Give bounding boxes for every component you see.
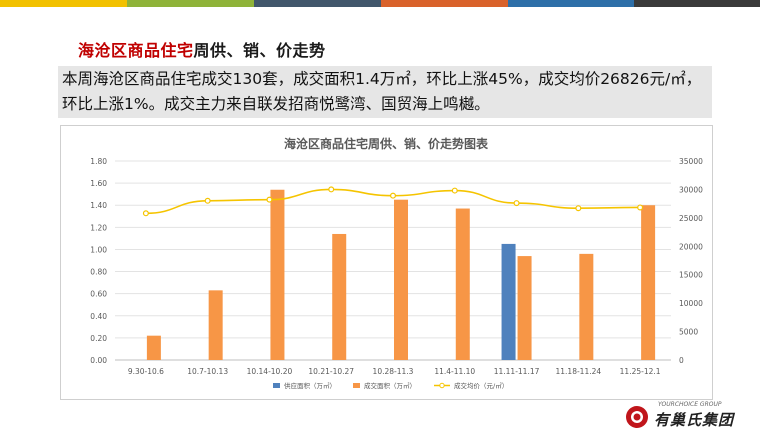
right-axis-tick-label: 30000 <box>679 185 703 194</box>
stripe-segment <box>0 0 127 7</box>
price-point <box>513 200 520 207</box>
x-axis-tick-label: 11.25-12.1 <box>620 367 661 376</box>
legend-swatch-marker <box>439 382 445 389</box>
stripe-segment <box>381 0 508 7</box>
price-point <box>328 186 335 193</box>
bar-sold-area <box>455 208 470 360</box>
summary-text: 本周海沧区商品住宅成交130套，成交面积1.4万㎡，环比上涨45%，成交均价26… <box>58 66 712 118</box>
legend-swatch <box>273 383 280 388</box>
stripe-segment <box>634 0 760 7</box>
page-title: 海沧区商品住宅周供、销、价走势 <box>78 37 326 61</box>
price-point <box>575 205 582 212</box>
logo-name: 有巢氏集团 <box>654 411 735 429</box>
right-axis-tick-label: 25000 <box>679 214 703 223</box>
bar-supply-area <box>501 243 516 360</box>
price-point <box>266 196 273 203</box>
price-point <box>204 197 211 204</box>
bar-sold-area <box>394 199 408 360</box>
page-title-rest: 周供、销、价走势 <box>193 41 326 60</box>
chart-container: 海沧区商品住宅周供、销、价走势图表 0.00 0.20 0.40 0.60 0.80 1.… <box>60 125 713 400</box>
right-axis-tick-label: 15000 <box>679 271 703 280</box>
x-axis-labels: 9.30-10.6 10.7-10.13 10.14-10.20 10.21-10.2… <box>128 367 661 376</box>
left-axis-tick-label: 1.80 <box>90 157 107 166</box>
x-axis-tick-label: 11.18-11.24 <box>556 367 602 376</box>
logo-subtitle: YOURCHOICE GROUP <box>658 401 722 408</box>
page-title-highlight: 海沧区商品住宅 <box>78 41 194 60</box>
left-axis-tick-label: 0.40 <box>90 312 107 321</box>
left-axis-tick-label: 1.40 <box>90 201 107 210</box>
left-axis-tick-label: 1.60 <box>90 179 107 188</box>
bar-sold-area <box>641 205 656 360</box>
legend-label: 成交面积（万㎡） <box>364 381 416 390</box>
x-axis-tick-label: 10.28-11.3 <box>373 367 414 376</box>
right-axis-tick-label: 35000 <box>679 157 703 166</box>
stripe-segment <box>127 0 254 7</box>
legend-label: 供应面积（万㎡） <box>284 381 336 390</box>
x-axis-tick-label: 10.7-10.13 <box>187 367 228 376</box>
chart-bars <box>146 189 656 360</box>
stripe-segment <box>254 0 381 7</box>
logo-mark-icon <box>626 406 648 428</box>
left-axis-tick-label: 0.60 <box>90 290 107 299</box>
left-axis-tick-label: 1.20 <box>90 223 107 232</box>
legend-swatch <box>353 383 360 388</box>
left-axis-tick-label: 1.00 <box>90 245 107 254</box>
x-axis-tick-label: 10.14-10.20 <box>247 367 293 376</box>
right-axis-tick-label: 0 <box>679 356 684 365</box>
price-point <box>390 192 397 199</box>
chart-title: 海沧区商品住宅周供、销、价走势图表 <box>284 136 489 151</box>
left-axis-tick-label: 0.20 <box>90 334 107 343</box>
stripe-segment <box>508 0 634 7</box>
x-axis-tick-label: 10.21-10.27 <box>308 367 354 376</box>
left-axis-ticks: 0.00 0.20 0.40 0.60 0.80 1.00 1.20 1.40 1.60 1.80 <box>90 157 107 365</box>
chart-price-line <box>142 186 644 217</box>
price-point <box>637 204 644 211</box>
right-axis-tick-label: 10000 <box>679 299 703 308</box>
x-axis-tick-label: 11.4-11.10 <box>434 367 475 376</box>
top-color-stripe <box>0 0 760 7</box>
left-axis-tick-label: 0.80 <box>90 268 107 277</box>
x-axis-tick-label: 9.30-10.6 <box>128 367 164 376</box>
left-axis-tick-label: 0.00 <box>90 356 107 365</box>
price-point <box>451 187 458 194</box>
right-axis-tick-label: 5000 <box>679 328 698 337</box>
bar-sold-area <box>579 253 594 360</box>
chart-legend: 供应面积（万㎡） 成交面积（万㎡） 成交均价（元/㎡） <box>273 381 508 390</box>
price-volume-chart: 海沧区商品住宅周供、销、价走势图表 0.00 0.20 0.40 0.60 0.80 1.… <box>90 136 703 390</box>
legend-label: 成交均价（元/㎡） <box>454 381 508 390</box>
bar-sold-area <box>208 290 223 360</box>
bar-sold-area <box>270 189 285 360</box>
x-axis-tick-label: 11.11-11.17 <box>494 367 540 376</box>
bar-sold-area <box>517 256 532 360</box>
chart-gridlines <box>115 160 671 361</box>
bar-sold-area <box>146 335 161 360</box>
right-axis-ticks: 0 5000 10000 15000 20000 25000 30000 35000 <box>679 157 703 365</box>
price-point <box>142 210 149 217</box>
right-axis-tick-label: 20000 <box>679 242 703 251</box>
bar-sold-area <box>332 233 347 360</box>
